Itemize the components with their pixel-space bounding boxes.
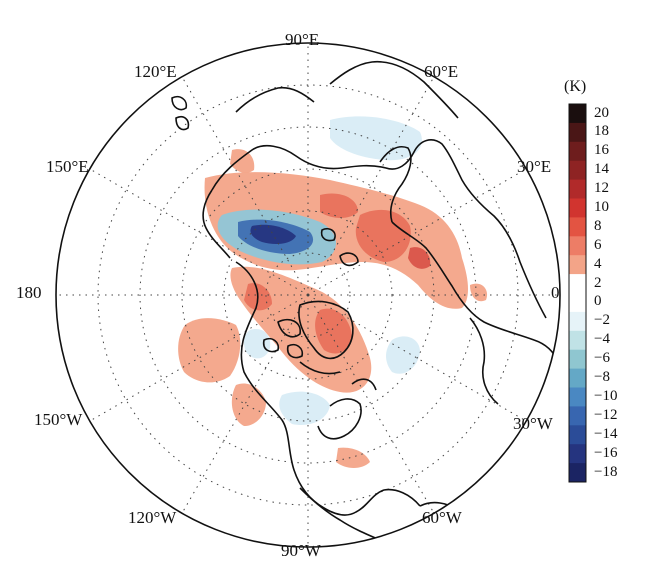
lon-label-90w: 90°W xyxy=(281,541,321,560)
lon-label-0: 0 xyxy=(551,283,560,302)
colorbar-tick-label: 10 xyxy=(594,198,609,215)
lon-label-60e: 60°E xyxy=(424,62,459,81)
colorbar-tick-label: −4 xyxy=(594,331,610,348)
colorbar-tick-label: −6 xyxy=(594,350,610,367)
colorbar-swatch xyxy=(569,122,586,143)
colorbar-tick-label: 18 xyxy=(594,123,609,140)
colorbar-tick-label: 12 xyxy=(594,180,609,196)
warm-region-siberia-europe xyxy=(204,172,468,309)
warm-region-africa xyxy=(470,283,488,302)
warm-core-ural xyxy=(355,209,411,262)
lon-label-120e: 120°E xyxy=(134,62,177,81)
colorbar-swatch xyxy=(569,104,586,124)
coast-canadian-archipelago xyxy=(262,318,304,359)
warm-region-east-asia xyxy=(230,149,255,173)
colorbar-tick-label: 16 xyxy=(594,142,609,159)
coast-north-america xyxy=(235,261,421,516)
colorbar-swatch xyxy=(569,236,586,256)
colorbar-tick-label: 0 xyxy=(594,293,602,310)
coast-novaya-zemlya xyxy=(320,227,336,242)
colorbar-tick-label: −2 xyxy=(594,312,610,329)
colorbar-swatch xyxy=(569,330,586,351)
colorbar xyxy=(568,103,587,483)
colorbar-tick-label: −18 xyxy=(594,463,618,480)
cool-patch-pacific xyxy=(243,328,271,359)
lon-label-30w: 30°W xyxy=(513,414,553,433)
colorbar-swatch xyxy=(569,179,586,199)
lon-label-120w: 120°W xyxy=(128,508,177,527)
colorbar-tick-label: −8 xyxy=(594,369,610,385)
colorbar-swatch xyxy=(569,368,586,388)
warm-region-west-coast xyxy=(231,383,266,426)
colorbar-tick-label: −10 xyxy=(594,387,618,404)
lat-circle-50n xyxy=(139,126,477,464)
coast-chukotka xyxy=(202,189,231,259)
cool-extreme-siberia xyxy=(250,224,296,244)
lon-label-150w: 150°W xyxy=(34,410,83,429)
colorbar-tick-label: −12 xyxy=(594,406,618,423)
colorbar-swatch xyxy=(569,311,586,332)
colorbar-swatch xyxy=(569,274,586,294)
colorbar-swatch xyxy=(569,217,586,237)
cool-patch-hudson xyxy=(279,391,330,426)
coast-japan xyxy=(171,95,190,131)
colorbar-swatch xyxy=(569,463,586,483)
colorbar-tick-label: −14 xyxy=(594,425,618,442)
colorbar-swatch xyxy=(569,406,586,426)
colorbar-swatch xyxy=(569,198,586,218)
anomaly-field xyxy=(178,116,488,468)
map-boundary xyxy=(55,42,561,548)
colorbar-tick-label: −16 xyxy=(594,444,618,461)
latitude-circles xyxy=(97,84,519,506)
colorbar-tick-label: 4 xyxy=(594,255,602,272)
colorbar-tick-label: 8 xyxy=(594,217,602,234)
lat-circle-40n xyxy=(97,84,519,506)
warm-region-pacific xyxy=(178,318,241,383)
coast-scandinavia xyxy=(379,146,412,223)
coastlines xyxy=(171,60,559,547)
cool-patch-atlantic xyxy=(386,336,420,374)
colorbar-swatch xyxy=(569,255,586,275)
warm-core-arctic xyxy=(320,193,358,218)
colorbar-swatch xyxy=(569,425,586,445)
colorbar-unit-label: (K) xyxy=(564,78,587,95)
coast-africa xyxy=(469,317,499,405)
colorbar-swatch xyxy=(569,293,586,313)
colorbar-tick-label: 6 xyxy=(594,236,602,253)
warm-region-east-us xyxy=(336,447,370,468)
colorbar-tick-label: 14 xyxy=(594,161,609,178)
colorbar-swatch xyxy=(569,141,586,162)
lat-circle-80n xyxy=(265,252,351,338)
coast-central-america xyxy=(299,487,381,541)
lon-label-30e: 30°E xyxy=(517,157,552,176)
colorbar-swatch xyxy=(569,444,586,464)
lat-circle-60n xyxy=(181,168,435,422)
colorbar-swatch xyxy=(569,387,586,407)
colorbar-frame xyxy=(568,103,587,483)
colorbar-swatch xyxy=(569,160,586,180)
cool-patch-scandinavia xyxy=(330,116,422,161)
lon-label-150e: 150°E xyxy=(46,157,89,176)
colorbar-tick-label: 20 xyxy=(594,104,609,121)
warm-core-canada xyxy=(315,308,352,354)
coast-europe-med xyxy=(391,221,559,363)
warm-core-europe xyxy=(408,247,431,269)
coast-eurasia xyxy=(211,60,547,319)
colorbar-swatch xyxy=(569,349,586,369)
coast-greenland xyxy=(298,300,354,360)
lon-label-60w: 60°W xyxy=(422,508,462,527)
coast-svalbard xyxy=(339,252,359,267)
colorbar-tick-label: 2 xyxy=(594,274,602,291)
lat-circle-70n xyxy=(223,210,393,380)
lon-label-90e: 90°E xyxy=(285,30,320,49)
lon-label-180: 180 xyxy=(16,283,42,302)
